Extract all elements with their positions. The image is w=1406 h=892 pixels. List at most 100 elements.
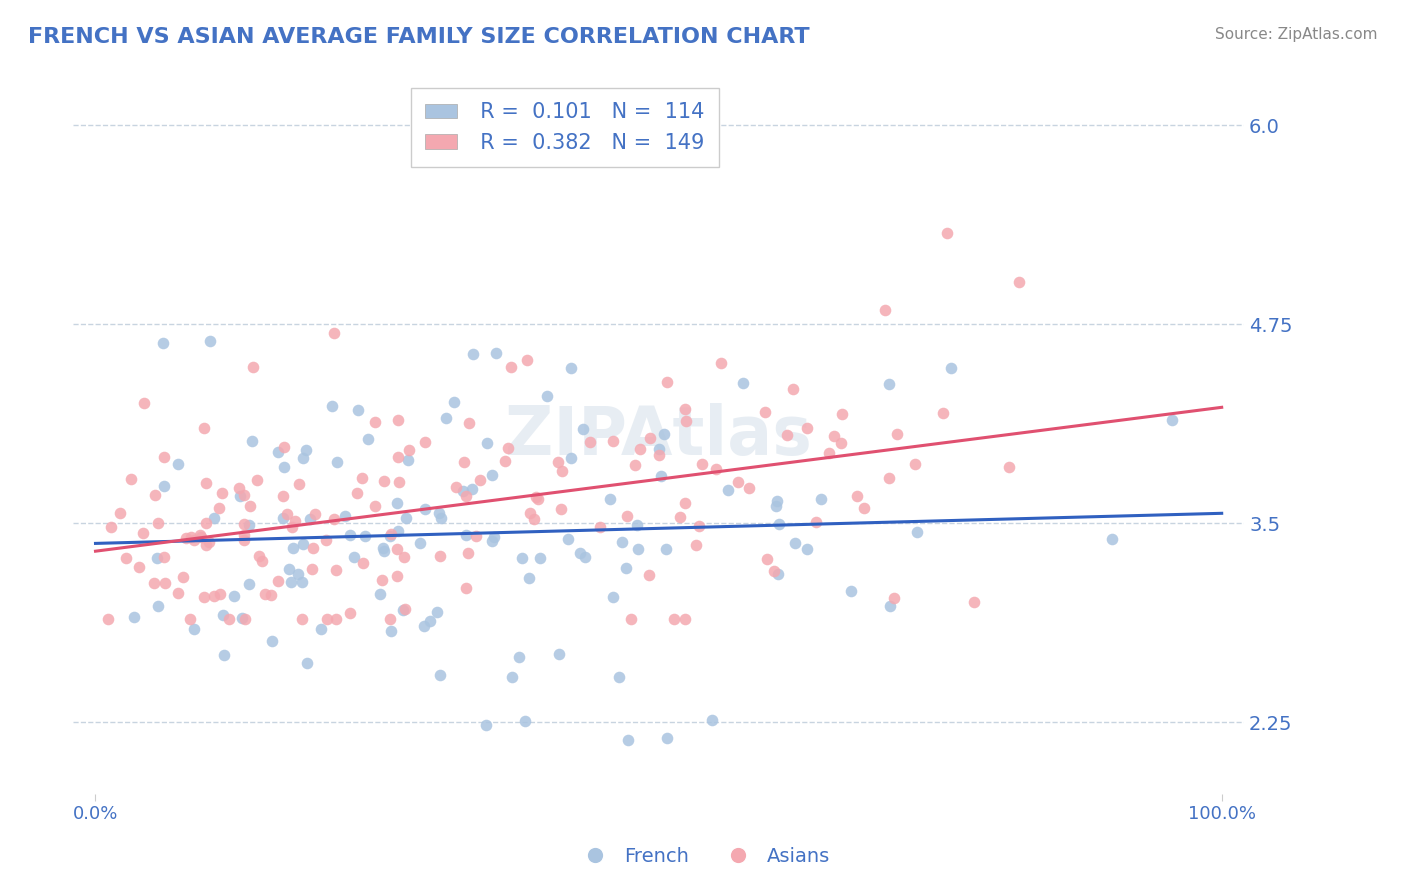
Point xyxy=(292,451,315,466)
Point xyxy=(782,382,804,396)
Point xyxy=(153,576,176,591)
Point xyxy=(378,529,401,543)
Point xyxy=(419,614,441,628)
Point xyxy=(453,455,475,469)
Point xyxy=(733,376,755,391)
Point xyxy=(426,605,449,619)
Point xyxy=(434,411,457,425)
Point xyxy=(475,718,498,732)
Point xyxy=(763,564,786,578)
Point xyxy=(291,536,314,550)
Point xyxy=(485,346,508,360)
Point xyxy=(190,530,212,544)
Point xyxy=(657,731,679,745)
Point xyxy=(387,475,409,490)
Point xyxy=(280,575,302,590)
Point xyxy=(785,535,807,549)
Point xyxy=(775,427,797,442)
Point xyxy=(183,533,205,547)
Point xyxy=(738,481,761,495)
Point xyxy=(499,359,522,374)
Point xyxy=(142,576,165,591)
Point xyxy=(429,549,451,564)
Point xyxy=(484,530,506,544)
Point xyxy=(962,595,984,609)
Legend:   R =  0.101   N =  114,   R =  0.382   N =  149: R = 0.101 N = 114, R = 0.382 N = 149 xyxy=(411,87,718,168)
Point xyxy=(905,524,928,539)
Point xyxy=(717,483,740,498)
Point xyxy=(548,647,571,661)
Point xyxy=(458,416,481,430)
Point xyxy=(387,524,409,538)
Point xyxy=(501,670,523,684)
Point xyxy=(412,618,434,632)
Point xyxy=(304,508,326,522)
Point xyxy=(273,459,295,474)
Point xyxy=(662,611,685,625)
Point xyxy=(371,573,394,587)
Point xyxy=(316,611,339,625)
Point xyxy=(153,550,176,565)
Point xyxy=(202,590,225,604)
Point xyxy=(378,611,401,625)
Point xyxy=(519,506,541,520)
Point xyxy=(620,611,643,625)
Point xyxy=(1101,532,1123,546)
Point xyxy=(166,585,188,599)
Point xyxy=(240,434,263,448)
Point xyxy=(273,440,295,454)
Point xyxy=(818,446,841,460)
Point xyxy=(238,577,260,591)
Point xyxy=(574,550,596,565)
Point xyxy=(211,486,233,500)
Point xyxy=(357,432,380,446)
Point xyxy=(523,511,546,525)
Point xyxy=(572,422,595,436)
Point xyxy=(614,560,637,574)
Point xyxy=(284,514,307,528)
Point xyxy=(387,541,409,556)
Point xyxy=(904,458,927,472)
Point xyxy=(352,471,374,485)
Point xyxy=(429,668,451,682)
Point xyxy=(364,415,387,429)
Point xyxy=(100,520,122,534)
Point xyxy=(228,481,250,495)
Text: FRENCH VS ASIAN AVERAGE FAMILY SIZE CORRELATION CHART: FRENCH VS ASIAN AVERAGE FAMILY SIZE CORR… xyxy=(28,27,810,46)
Point xyxy=(207,501,229,516)
Point xyxy=(322,512,344,526)
Point xyxy=(550,464,572,478)
Point xyxy=(627,541,650,556)
Point xyxy=(550,502,572,516)
Point xyxy=(617,732,640,747)
Point xyxy=(347,402,370,417)
Point xyxy=(427,506,450,520)
Point xyxy=(291,611,314,625)
Point xyxy=(174,531,197,545)
Point xyxy=(688,518,710,533)
Point xyxy=(936,227,959,241)
Point xyxy=(616,509,638,524)
Point xyxy=(496,442,519,456)
Point xyxy=(568,546,591,560)
Point xyxy=(387,569,409,583)
Point xyxy=(299,511,322,525)
Point xyxy=(370,587,392,601)
Point xyxy=(394,602,416,616)
Point xyxy=(512,551,534,566)
Point xyxy=(291,575,314,590)
Point xyxy=(468,473,491,487)
Point xyxy=(494,454,516,468)
Point xyxy=(260,588,283,602)
Point xyxy=(283,541,305,555)
Point xyxy=(873,303,896,318)
Point xyxy=(271,489,294,503)
Point xyxy=(599,492,621,507)
Point xyxy=(508,650,530,665)
Point xyxy=(352,556,374,570)
Point xyxy=(853,501,876,516)
Point xyxy=(253,587,276,601)
Point xyxy=(768,516,790,531)
Point xyxy=(193,590,215,604)
Point xyxy=(380,526,402,541)
